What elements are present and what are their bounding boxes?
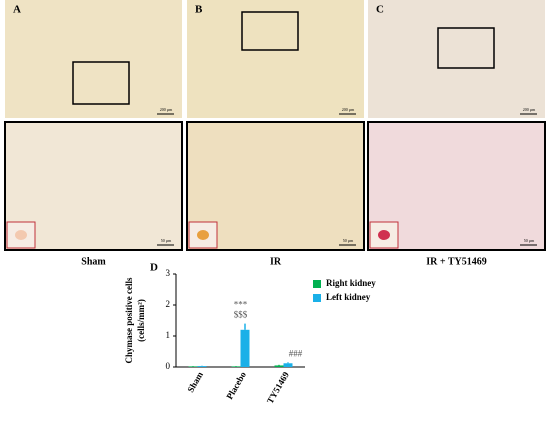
- significance-mark: $$$: [234, 310, 248, 320]
- region-box: [72, 61, 130, 105]
- significance-mark: ###: [289, 348, 303, 358]
- y-axis-label: (cells/mm²): [136, 299, 146, 342]
- bar: [240, 329, 250, 367]
- x-tick-label: Placebo: [224, 370, 248, 401]
- y-tick-label: 1: [166, 330, 171, 340]
- y-tick-label: 3: [166, 268, 171, 278]
- y-tick-label: 0: [166, 361, 171, 371]
- legend-swatch: [313, 280, 321, 288]
- panel-label: B: [195, 4, 203, 16]
- x-tick-label: Sham: [185, 370, 205, 394]
- panel-label: C: [376, 4, 384, 16]
- legend-label: Left kidney: [326, 292, 371, 302]
- legend-swatch: [313, 294, 321, 302]
- inset-cell: [378, 230, 390, 240]
- region-box: [437, 27, 495, 69]
- micrograph-overview: [187, 0, 364, 118]
- scale-label: 50 µm: [161, 238, 172, 243]
- panel-label: D: [150, 262, 158, 274]
- x-tick-label: TY51469: [265, 370, 291, 406]
- micrograph-overview: [368, 0, 545, 118]
- bar: [188, 366, 198, 367]
- bar: [231, 366, 241, 367]
- inset-cell: [197, 230, 209, 240]
- bar: [283, 363, 293, 367]
- inset-cell: [15, 230, 27, 240]
- micrograph-overview: [5, 0, 182, 118]
- significance-mark: ***: [234, 300, 248, 310]
- scale-label: 200 µm: [523, 107, 536, 112]
- panel-caption: IR + TY51469: [426, 256, 487, 267]
- panel-caption: IR: [270, 256, 282, 267]
- scale-label: 200 µm: [342, 107, 355, 112]
- y-tick-label: 2: [166, 299, 171, 309]
- scale-label: 50 µm: [524, 238, 535, 243]
- bar: [197, 366, 207, 367]
- panel-label: A: [13, 4, 21, 16]
- scale-label: 200 µm: [160, 107, 173, 112]
- bar: [274, 365, 284, 367]
- scale-label: 50 µm: [343, 238, 354, 243]
- y-axis-label: Chymase positive cells: [124, 277, 134, 363]
- legend-label: Right kidney: [326, 278, 376, 288]
- panel-caption: Sham: [81, 256, 106, 267]
- region-box: [241, 11, 299, 51]
